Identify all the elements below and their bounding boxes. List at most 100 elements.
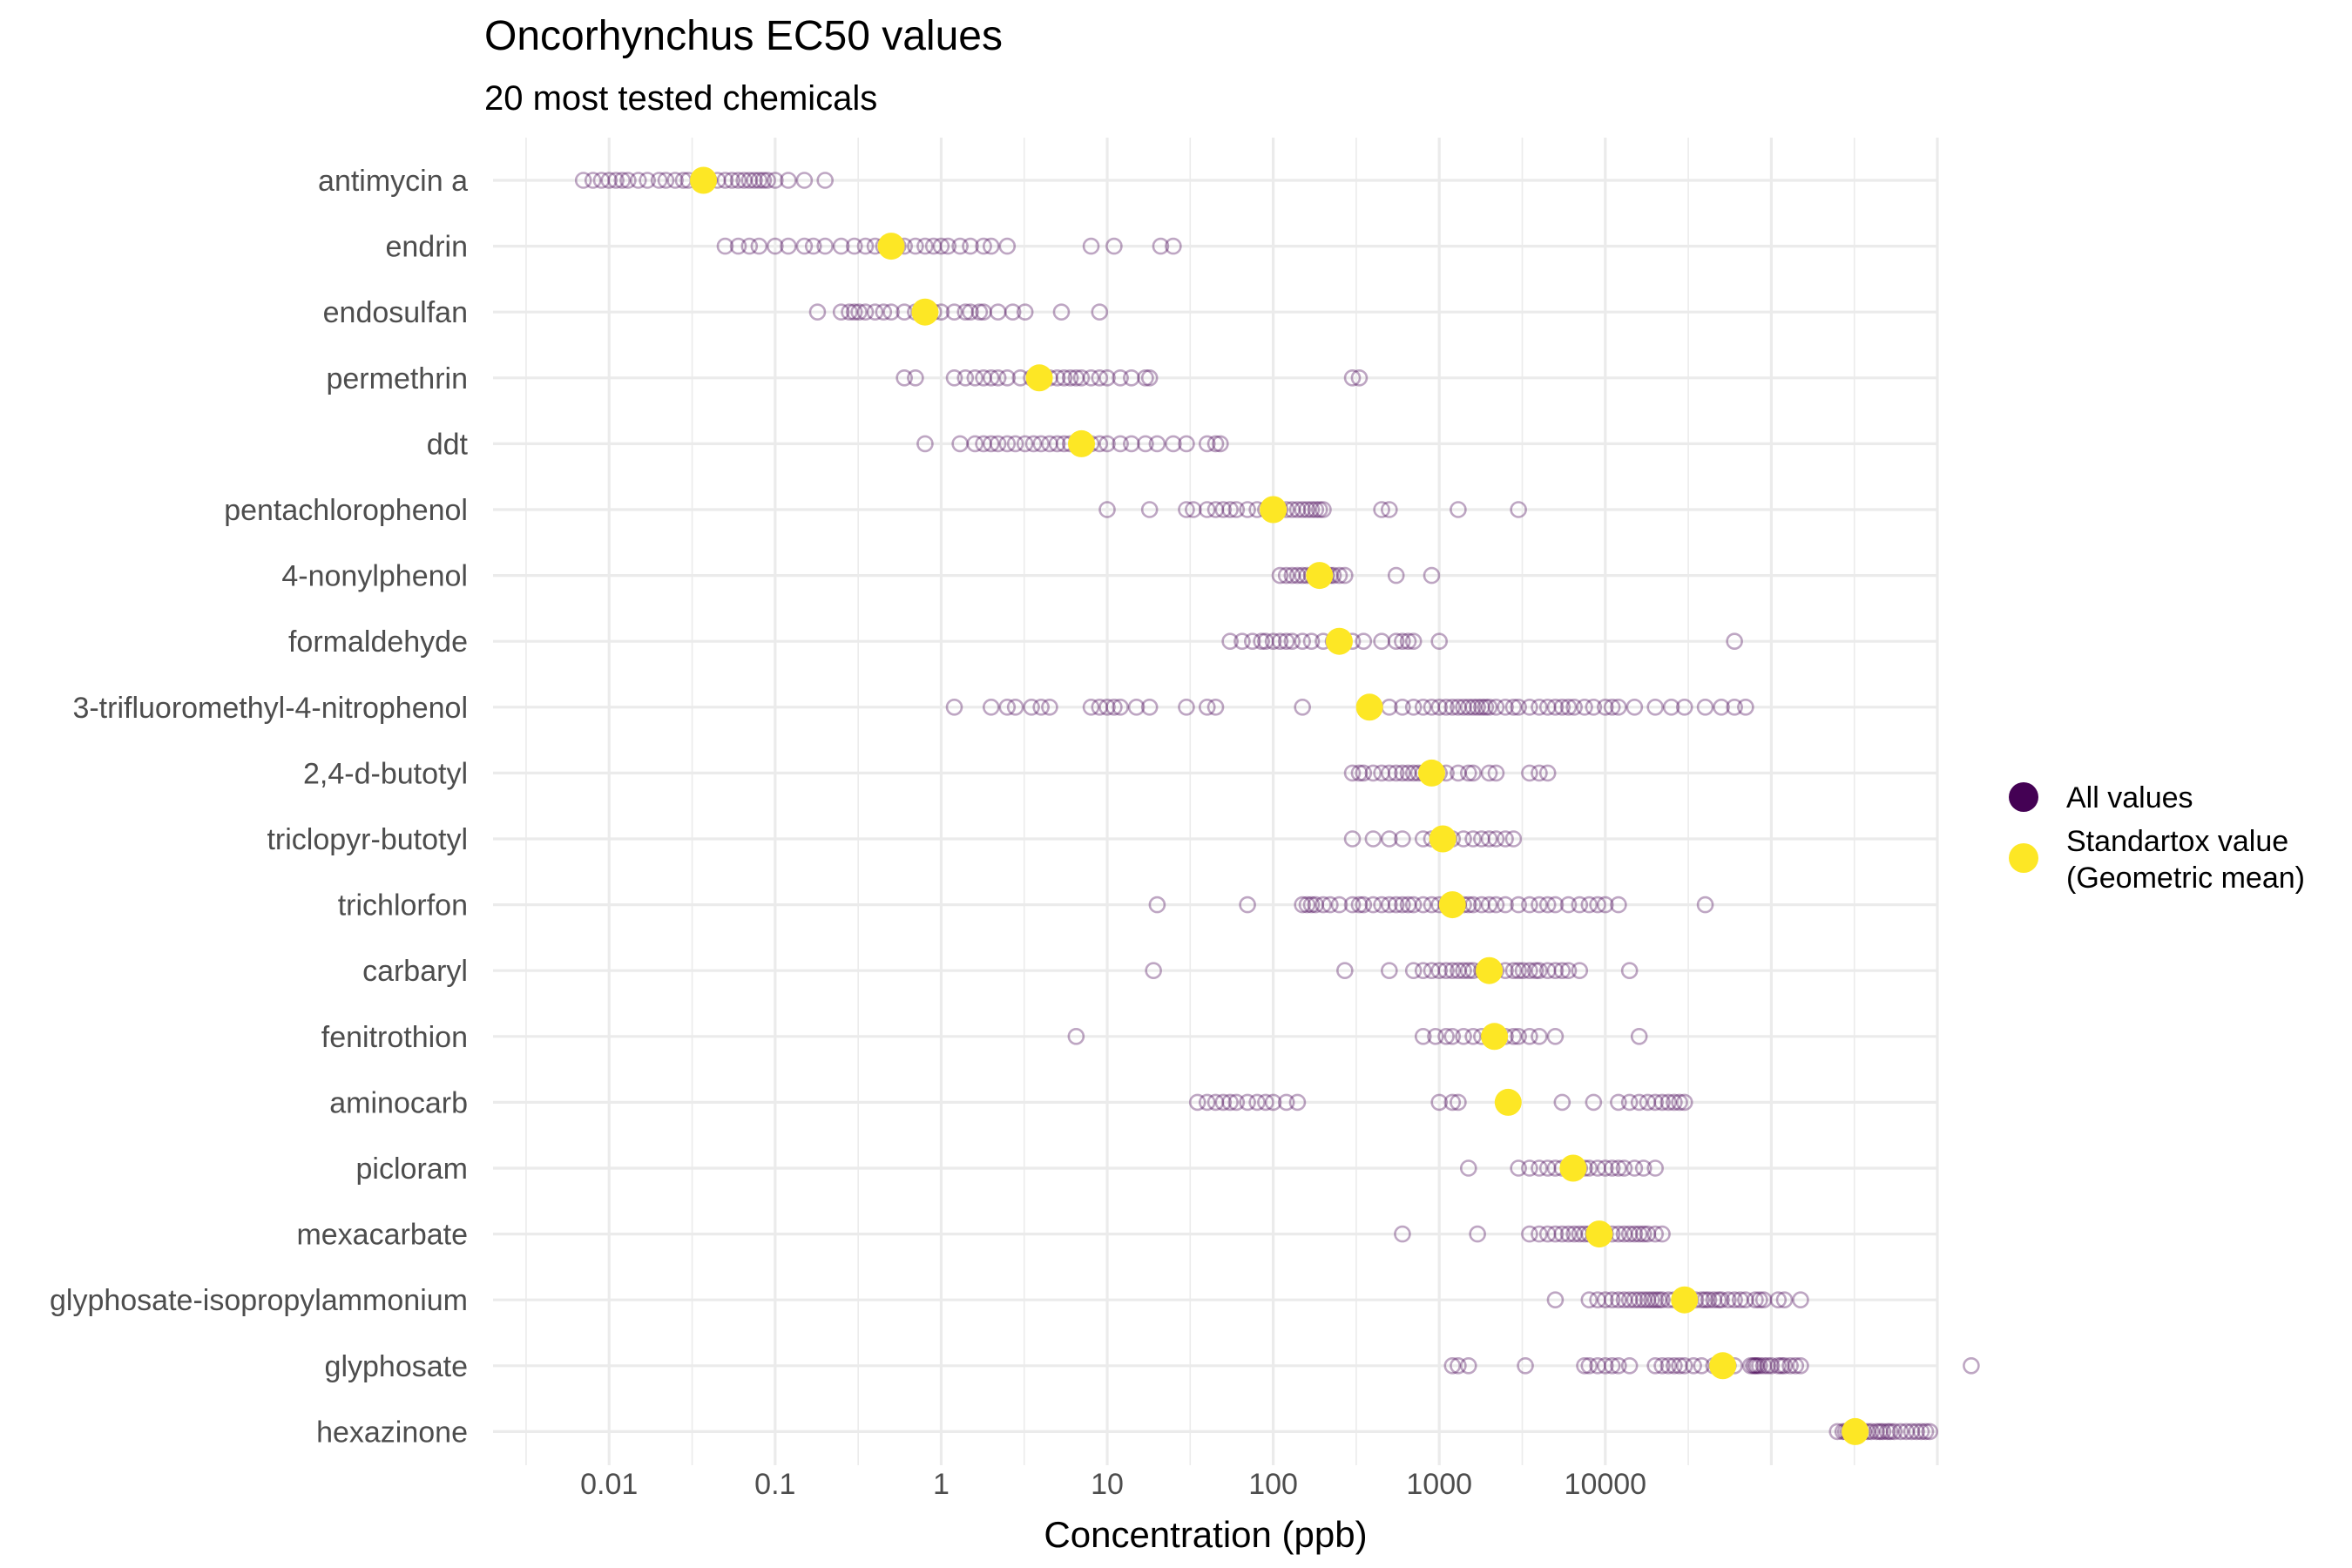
data-point (1105, 698, 1123, 716)
data-point (1510, 896, 1527, 914)
data-point (850, 303, 868, 321)
data-point (832, 303, 850, 321)
data-point (1521, 698, 1538, 716)
data-point (613, 172, 632, 189)
data-point (740, 172, 759, 189)
data-point (1646, 1291, 1664, 1308)
mean-point (911, 298, 939, 326)
data-point (1639, 1291, 1657, 1308)
data-point (1137, 368, 1154, 387)
data-point (1713, 698, 1730, 716)
y-tick-label: 3-trifluoromethyl-4-nitrophenol (72, 692, 468, 725)
data-point (1394, 632, 1411, 651)
data-point (1659, 1357, 1678, 1375)
data-point (1455, 962, 1472, 979)
data-point (1105, 237, 1123, 255)
data-point (1787, 1357, 1805, 1375)
data-point (1214, 501, 1233, 518)
data-point (1350, 368, 1369, 387)
data-point (1404, 632, 1423, 651)
data-point (1589, 896, 1606, 914)
data-point (1565, 698, 1583, 716)
data-point (1775, 1357, 1794, 1375)
data-point (1394, 896, 1411, 914)
data-point (1024, 435, 1043, 453)
data-point (1214, 1093, 1233, 1112)
data-point (1653, 1291, 1671, 1308)
data-point (1387, 632, 1405, 651)
data-point (767, 237, 784, 255)
data-point (1792, 1291, 1809, 1308)
data-point (970, 303, 989, 321)
data-point (1450, 962, 1467, 979)
data-point (1487, 830, 1505, 848)
data-point (1597, 698, 1614, 716)
data-point (989, 435, 1007, 453)
data-point (1399, 632, 1417, 651)
data-point (998, 435, 1017, 453)
data-point (875, 303, 893, 321)
data-point (1148, 435, 1166, 453)
data-point (1464, 764, 1482, 782)
data-point (1737, 698, 1754, 716)
data-point (1283, 566, 1301, 585)
data-point (1916, 1423, 1935, 1441)
data-point (1206, 435, 1225, 453)
data-point (1585, 698, 1603, 716)
data-point (1148, 896, 1166, 914)
all-values-points (574, 172, 1980, 1441)
data-point (1597, 1357, 1614, 1375)
data-point (1061, 368, 1079, 387)
data-point (1387, 764, 1405, 782)
data-point (804, 237, 822, 255)
data-point (896, 368, 913, 387)
data-point (1610, 1291, 1627, 1308)
data-point (1781, 1357, 1799, 1375)
legend-standartox-key (2009, 843, 2038, 873)
data-point (1443, 1028, 1462, 1045)
data-point (1006, 435, 1024, 453)
data-point (1178, 435, 1195, 453)
data-point (1082, 368, 1100, 387)
data-point (1891, 1423, 1909, 1441)
data-point (1480, 698, 1498, 716)
data-point (1713, 1291, 1730, 1308)
data-point (1450, 501, 1467, 518)
data-point (1302, 501, 1321, 518)
data-point (982, 368, 1000, 387)
data-point (1531, 1028, 1548, 1045)
data-point (1364, 896, 1382, 914)
data-point (1553, 1225, 1571, 1243)
data-point (1589, 1159, 1606, 1177)
data-point (1675, 698, 1693, 716)
data-point (1671, 1357, 1688, 1375)
data-point (1271, 632, 1289, 651)
data-point (740, 237, 759, 255)
data-point (1032, 435, 1050, 453)
data-point (1963, 1357, 1980, 1375)
data-point (1330, 896, 1348, 914)
data-point (1510, 1159, 1527, 1177)
data-point (1355, 896, 1373, 914)
data-point (1709, 1291, 1727, 1308)
data-point (1700, 1291, 1718, 1308)
data-point (1603, 1357, 1621, 1375)
data-point (1469, 1225, 1486, 1243)
data-point (1364, 830, 1382, 848)
data-point (1373, 501, 1390, 518)
mean-point (1438, 891, 1466, 919)
data-point (1427, 1028, 1444, 1045)
x-tick-label: 1 (933, 1468, 950, 1501)
data-point (1437, 698, 1455, 716)
data-point (716, 172, 734, 189)
data-point (882, 303, 900, 321)
mean-point (1067, 429, 1095, 457)
data-point (1430, 698, 1449, 716)
data-point (982, 435, 1000, 453)
data-point (1741, 1357, 1760, 1375)
data-point (1903, 1423, 1921, 1441)
data-point (1675, 1357, 1693, 1375)
data-point (650, 172, 668, 189)
data-point (1646, 1093, 1664, 1112)
data-point (1288, 501, 1307, 518)
